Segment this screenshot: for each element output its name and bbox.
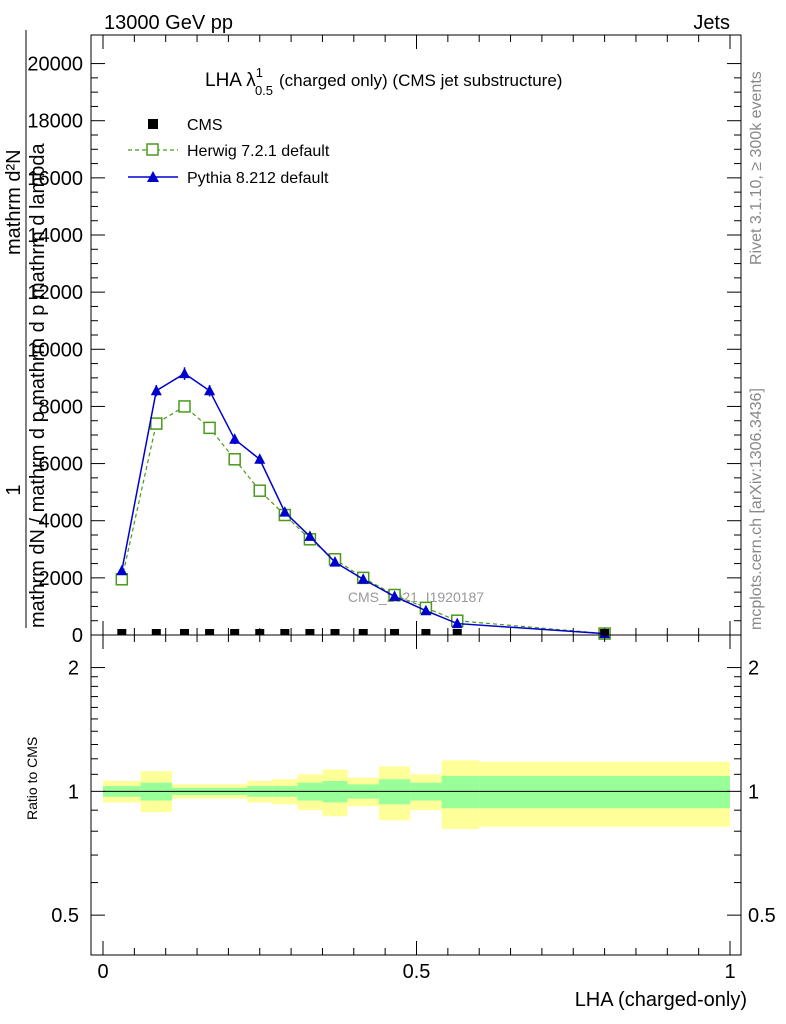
ratio-y-axis: 0.5 0.5 1 1 2 2 [51,658,776,928]
ratio-x-axis: 0 0.5 1 [97,635,736,983]
x-axis-label: LHA (charged-only) [575,989,747,1011]
y-tick-label: 2000 [39,568,84,590]
cms-point [205,629,215,635]
legend-pythia-marker [147,171,159,182]
y-tick-label: 16000 [27,168,83,190]
legend-pythia-label: Pythia 8.212 default [187,170,329,187]
header-left: 13000 GeV pp [104,12,233,34]
y-tick-label: 8000 [39,396,84,418]
pythia-point [204,384,216,396]
pythia-point [116,564,128,576]
plot-title: LHA λ1 0.5(charged only) (CMS jet substru… [205,65,562,98]
cms-point [390,629,400,635]
cms-point [600,629,610,635]
cms-point [180,629,190,635]
cms-point [358,629,368,635]
y-tick-label: 12000 [27,282,83,304]
ratio-y-tick-label-right: 0.5 [748,905,776,927]
cms-point [330,629,340,635]
main-y-axis: 0 2000 4000 6000 8000 10000 12000 14000 16000 180… [27,54,741,647]
rivet-label: Rivet 3.1.10, ≥ 300k events [748,71,765,265]
ratio-y-tick-label-right: 2 [748,658,759,680]
pythia-point [389,590,401,601]
herwig-point [253,484,266,497]
cms-point [151,629,161,635]
pythia-point [150,384,162,396]
herwig-point [115,573,129,586]
header-right: Jets [693,12,730,34]
y-tick-label: 0 [72,625,83,647]
pythia-point [451,617,463,629]
pythia-point [420,604,432,616]
pythia-point [179,367,191,379]
pythia-point [279,506,291,517]
ratio-y-tick-label-right: 1 [748,781,759,803]
ratio-y-label: Ratio to CMS [24,737,40,820]
legend-herwig-label: Herwig 7.2.1 default [187,143,330,160]
ratio-inner-band [441,775,480,809]
ratio-bands [103,760,730,829]
watermark: CMS_2021_I1920187 [348,589,484,605]
ratio-y-tick-label: 1 [68,781,79,803]
y-tick-label: 4000 [39,511,84,533]
cms-point [255,629,265,635]
main-x-axis-ticks [102,35,731,635]
cms-point [305,629,315,635]
y-tick-label: 6000 [39,454,84,476]
y-tick-label: 20000 [27,54,83,76]
y-label-top: mathrm d²N [3,149,25,255]
cms-point [280,629,290,635]
y-tick-label: 10000 [27,339,83,361]
pythia-series [116,367,611,639]
ratio-plot-panel: 0.5 0.51 12 2 0 0.5 1 Ratio to CMS LHA (charg… [24,634,776,1011]
y-tick-label: 18000 [27,111,83,133]
cms-series [117,629,610,635]
pythia-point [229,433,241,444]
legend-cms-label: CMS [187,117,223,134]
pythia-point [254,453,266,464]
pythia-point [329,556,341,567]
ratio-y-tick-label: 2 [68,658,79,680]
cms-point [230,629,240,635]
herwig-point [203,421,216,435]
legend-herwig-marker [146,143,159,156]
main-plot-panel: 0 2000 4000 6000 8000 10000 12000 14000 16000 180… [3,30,742,647]
y-label-denominator: mathrm dN / mathrm d p mathrm d p mathrm… [27,143,49,628]
cms-point [452,629,462,635]
mcplots-label: mcplots.cern.ch [arXiv:1306.3436] [748,388,765,630]
x-tick-label: 0.5 [403,961,431,983]
ratio-y-tick-label: 0.5 [51,905,79,927]
herwig-point [228,453,241,466]
herwig-point [178,400,191,413]
ratio-inner-band [479,775,730,809]
pythia-point [357,573,369,584]
legend-cms-marker [148,119,158,129]
y-label-numerator: 1 [3,484,25,495]
x-tick-label: 1 [724,961,735,983]
main-y-label: mathrm d²N 1 mathrm dN / mathrm d p math… [3,30,49,628]
x-tick-label: 0 [97,961,108,983]
legend: CMS Herwig 7.2.1 default Pythia 8.212 de… [128,117,330,187]
herwig-point [150,417,163,430]
cms-point [421,629,431,635]
cms-point [117,629,127,635]
pythia-point [304,530,316,541]
y-tick-label: 14000 [27,225,83,247]
